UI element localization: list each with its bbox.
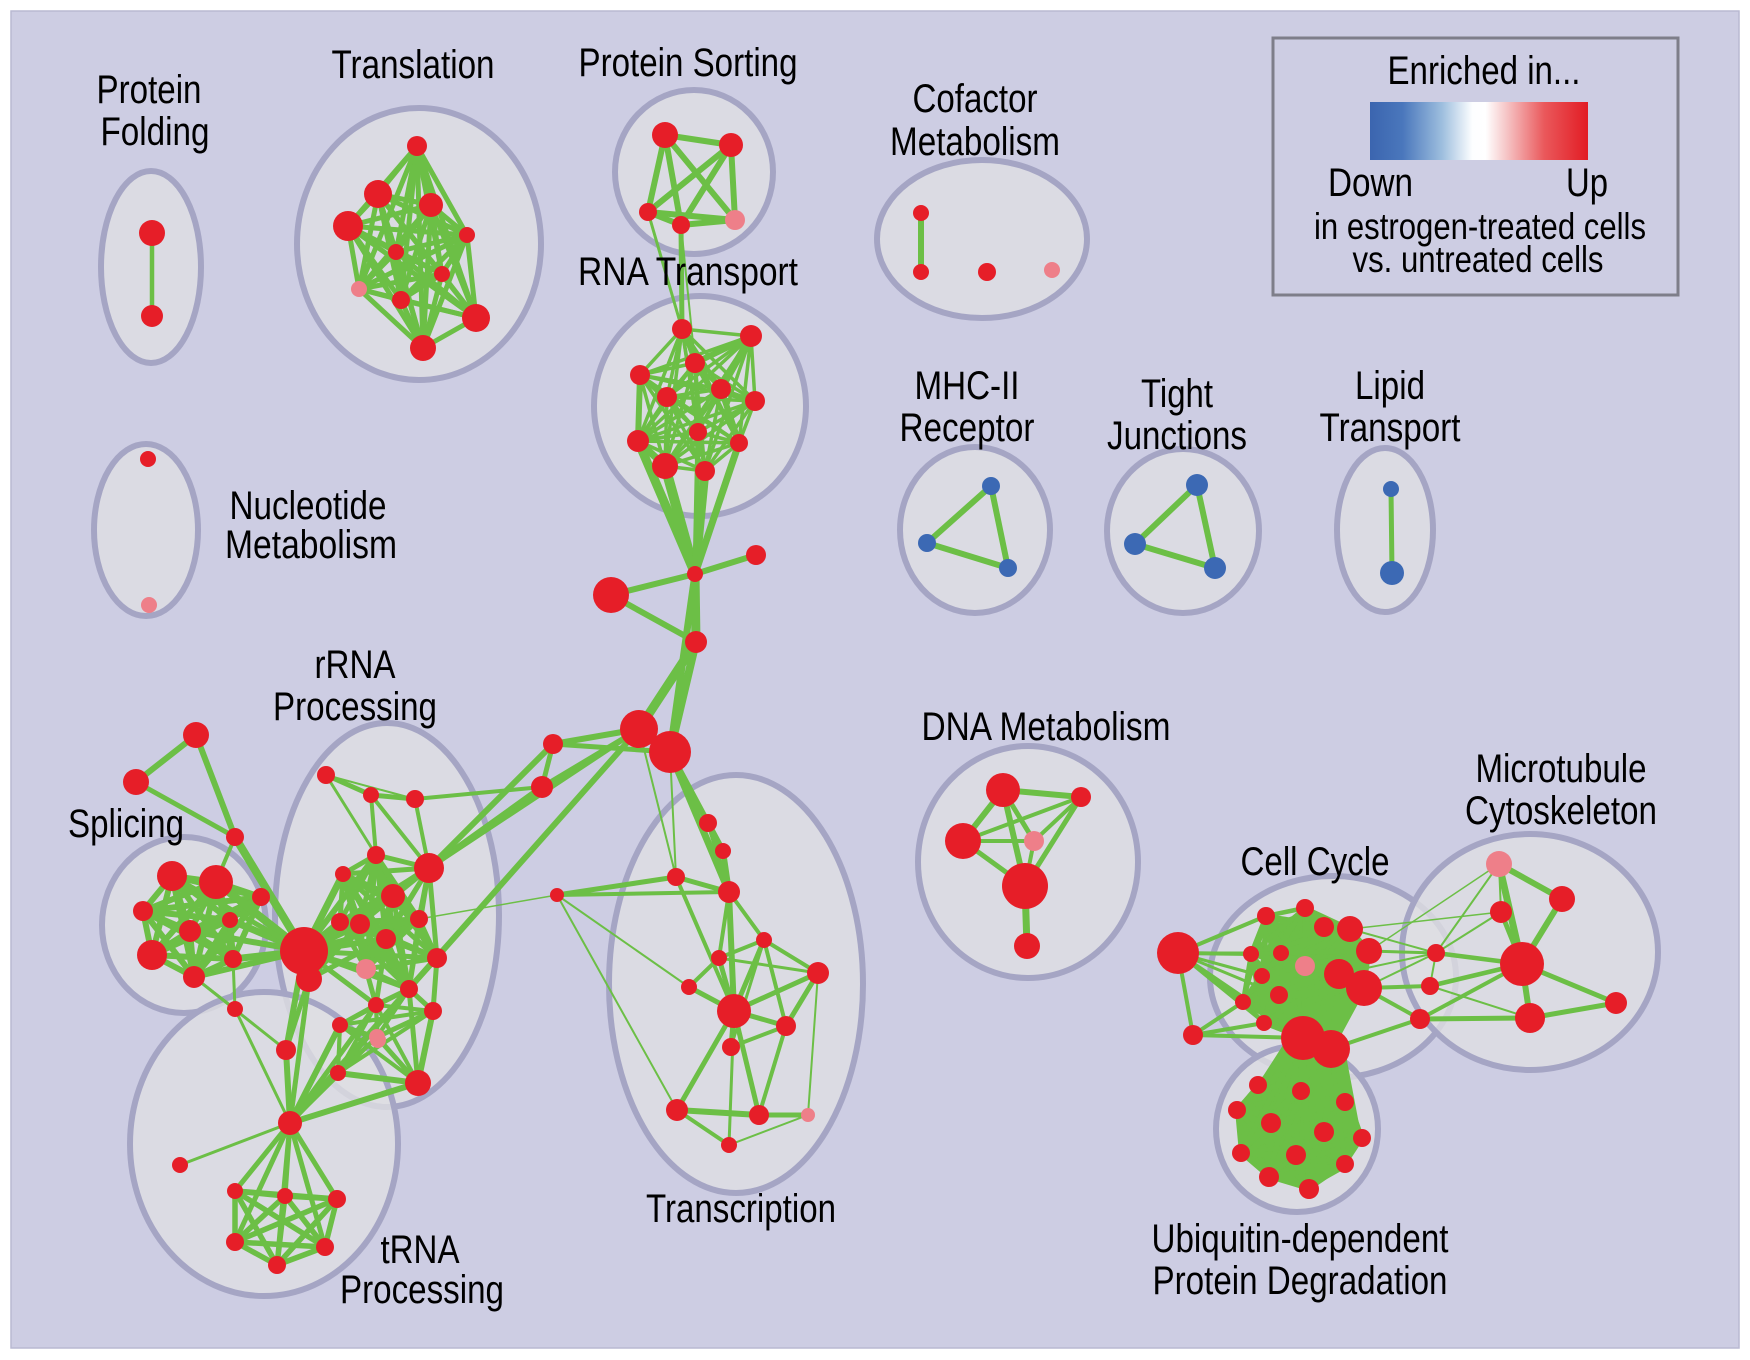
svg-text:Transcription: Transcription <box>646 1187 836 1231</box>
svg-text:Splicing: Splicing <box>68 802 184 846</box>
svg-text:Microtubule: Microtubule <box>1476 747 1647 791</box>
svg-text:DNA Metabolism: DNA Metabolism <box>922 705 1171 749</box>
svg-text:Lipid: Lipid <box>1355 364 1425 408</box>
svg-text:tRNA: tRNA <box>381 1228 460 1272</box>
svg-text:Protein Sorting: Protein Sorting <box>579 41 798 85</box>
svg-text:Junctions: Junctions <box>1107 414 1247 458</box>
svg-text:Tight: Tight <box>1141 372 1213 416</box>
svg-text:Protein: Protein <box>97 68 202 112</box>
svg-text:Transport: Transport <box>1320 406 1461 450</box>
svg-text:in estrogen-treated cells: in estrogen-treated cells <box>1314 205 1646 247</box>
svg-text:Ubiquitin-dependent: Ubiquitin-dependent <box>1152 1217 1449 1261</box>
svg-text:rRNA: rRNA <box>315 643 396 687</box>
svg-text:Down: Down <box>1328 161 1413 205</box>
svg-text:Receptor: Receptor <box>900 406 1035 450</box>
svg-text:Cofactor: Cofactor <box>913 77 1038 121</box>
svg-text:Translation: Translation <box>332 43 495 87</box>
svg-text:Processing: Processing <box>340 1268 504 1312</box>
svg-text:Processing: Processing <box>273 685 437 729</box>
svg-text:Enriched in...: Enriched in... <box>1388 49 1581 93</box>
svg-text:Up: Up <box>1566 161 1608 205</box>
svg-text:Folding: Folding <box>101 110 210 154</box>
svg-text:MHC-II: MHC-II <box>915 364 1020 408</box>
svg-text:Protein Degradation: Protein Degradation <box>1153 1259 1448 1303</box>
svg-text:Cell Cycle: Cell Cycle <box>1241 840 1390 884</box>
svg-text:Nucleotide: Nucleotide <box>230 484 387 528</box>
svg-text:Metabolism: Metabolism <box>890 120 1060 164</box>
svg-text:RNA Transport: RNA Transport <box>578 250 798 294</box>
svg-text:Metabolism: Metabolism <box>225 523 397 567</box>
svg-text:Cytoskeleton: Cytoskeleton <box>1465 789 1657 833</box>
svg-text:vs. untreated cells: vs. untreated cells <box>1353 238 1604 280</box>
